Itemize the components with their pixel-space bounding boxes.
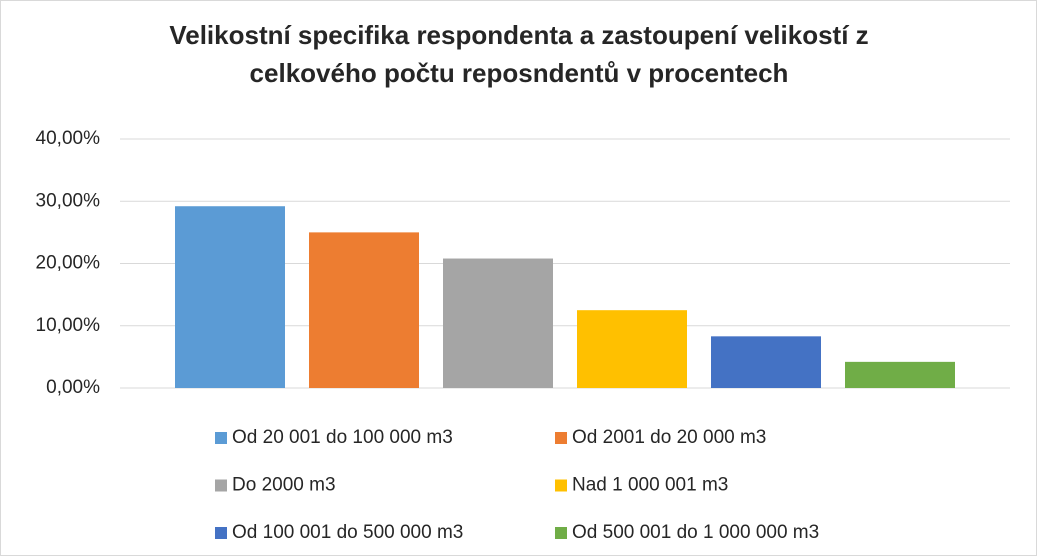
bar [175, 206, 285, 388]
legend-swatch [555, 527, 567, 539]
legend-label: Od 2001 do 20 000 m3 [572, 427, 766, 448]
bar [845, 361, 955, 388]
bar [309, 232, 419, 388]
y-tick-label: 30,00% [36, 190, 101, 211]
legend-swatch [555, 432, 567, 444]
y-tick-label: 40,00% [36, 128, 101, 149]
legend-label: Od 100 001 do 500 000 m3 [232, 522, 463, 543]
legend-label: Nad 1 000 001 m3 [572, 475, 728, 496]
legend-swatch [215, 527, 227, 539]
y-tick-label: 0,00% [46, 377, 100, 398]
legend-label: Do 2000 m3 [232, 475, 336, 496]
bar [711, 336, 821, 388]
bar [443, 258, 553, 388]
legend-swatch [555, 479, 567, 492]
bar [577, 310, 687, 388]
legend-label: Od 500 001 do 1 000 000 m3 [572, 522, 819, 543]
y-tick-label: 10,00% [36, 315, 101, 336]
chart-title: Velikostní specifika respondenta a zasto… [169, 20, 869, 88]
y-tick-label: 20,00% [36, 253, 101, 274]
legend-swatch [215, 479, 227, 492]
legend-swatch [215, 432, 227, 444]
legend-label: Od 20 001 do 100 000 m3 [232, 427, 453, 448]
